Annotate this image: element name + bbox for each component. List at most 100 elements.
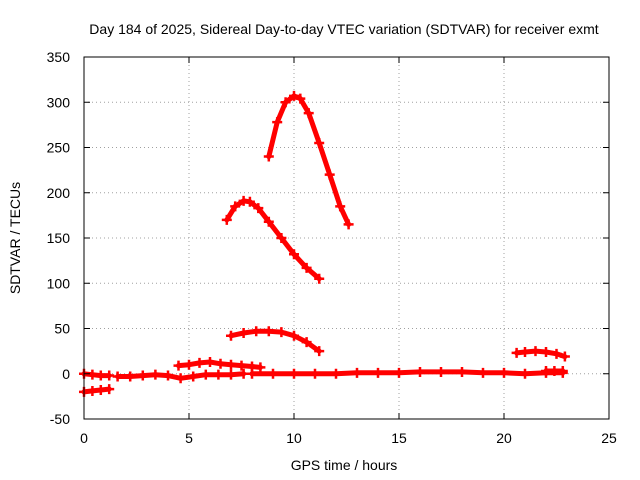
data-point — [213, 369, 224, 380]
data-point — [394, 367, 404, 378]
data-point — [95, 385, 106, 396]
data-point — [541, 347, 551, 358]
data-point — [95, 370, 106, 381]
data-point — [104, 370, 115, 381]
chart-title: Day 184 of 2025, Sidereal Day-to-day VTE… — [89, 21, 598, 37]
data-point — [268, 368, 278, 379]
series-trace — [224, 198, 322, 282]
data-point — [559, 351, 570, 362]
y-tick-label: 350 — [47, 49, 71, 65]
x-tick-label: 20 — [496, 430, 512, 446]
data-point — [244, 196, 255, 207]
series-trace — [249, 369, 566, 377]
x-axis-ticks: 0 5 10 15 20 25 — [80, 57, 617, 446]
series-arc-3 — [226, 326, 325, 357]
y-tick-label: 150 — [47, 230, 71, 246]
data-point — [255, 362, 266, 373]
data-point — [276, 233, 287, 243]
data-point — [205, 356, 215, 367]
data-point — [104, 384, 115, 395]
data-point — [436, 366, 446, 377]
data-point — [478, 367, 488, 378]
data-point — [272, 117, 283, 128]
series-arc-1 — [263, 90, 354, 230]
y-axis-label: SDTVAR / TECUs — [7, 182, 23, 294]
data-point — [280, 97, 291, 108]
data-point — [238, 368, 249, 379]
data-point — [499, 367, 509, 378]
data-point — [314, 273, 325, 284]
y-tick-label: 100 — [47, 275, 71, 291]
data-point — [112, 371, 123, 382]
data-point — [125, 371, 136, 382]
data-point — [303, 108, 314, 119]
data-point — [331, 368, 341, 379]
x-tick-label: 25 — [601, 430, 617, 446]
data-point — [352, 367, 362, 378]
data-point — [215, 358, 226, 369]
data-point — [226, 369, 236, 380]
data-point — [295, 93, 306, 104]
data-point — [238, 328, 249, 339]
plot-area — [79, 90, 570, 397]
data-point — [335, 201, 346, 212]
data-point — [276, 327, 287, 338]
y-tick-label: 0 — [62, 366, 70, 382]
data-point — [188, 371, 199, 382]
y-tick-label: 250 — [47, 140, 71, 156]
data-point — [289, 90, 299, 101]
series-arc-8 — [247, 366, 568, 379]
y-tick-label: 200 — [47, 185, 71, 201]
grid-lines — [84, 57, 609, 419]
data-point — [184, 359, 194, 370]
y-tick-label: 300 — [47, 94, 71, 110]
series-arc-2 — [221, 195, 325, 284]
data-point — [263, 216, 274, 227]
data-point — [137, 370, 148, 381]
data-point — [150, 369, 161, 380]
y-tick-label: 50 — [54, 321, 70, 337]
data-point — [541, 366, 551, 377]
series-arc-9 — [511, 346, 570, 362]
data-point — [230, 201, 241, 212]
data-point — [175, 373, 186, 384]
x-tick-label: 0 — [80, 430, 88, 446]
data-point — [551, 348, 562, 359]
data-point — [457, 366, 467, 377]
data-point — [194, 357, 205, 368]
series-arc-10 — [541, 366, 568, 377]
data-point — [415, 366, 425, 377]
data-point — [263, 151, 274, 162]
data-point — [263, 326, 274, 337]
y-axis-ticks: -50 0 50 100 150 200 250 300 350 — [47, 49, 609, 427]
data-point — [173, 360, 184, 371]
data-point — [87, 369, 98, 380]
data-point — [511, 347, 522, 358]
y-tick-label: -50 — [50, 411, 70, 427]
data-point — [253, 203, 264, 214]
data-point — [301, 262, 312, 273]
data-point — [289, 368, 299, 379]
data-point — [310, 368, 320, 379]
data-point — [520, 368, 530, 379]
data-point — [549, 366, 560, 377]
data-point — [373, 367, 383, 378]
x-tick-label: 15 — [391, 430, 407, 446]
data-point — [314, 137, 325, 148]
x-tick-label: 5 — [185, 430, 193, 446]
series-arc-7 — [112, 368, 249, 384]
data-point — [557, 366, 568, 377]
series-arc-4 — [173, 356, 266, 373]
data-point — [200, 369, 211, 380]
data-point — [530, 346, 541, 357]
data-point — [301, 337, 312, 348]
x-axis-label: GPS time / hours — [291, 457, 398, 473]
x-tick-label: 10 — [286, 430, 302, 446]
data-point — [324, 169, 335, 180]
series-trace — [266, 93, 352, 227]
data-point — [289, 330, 299, 341]
data-point — [226, 359, 236, 370]
data-point — [289, 249, 299, 260]
data-point — [343, 219, 354, 230]
